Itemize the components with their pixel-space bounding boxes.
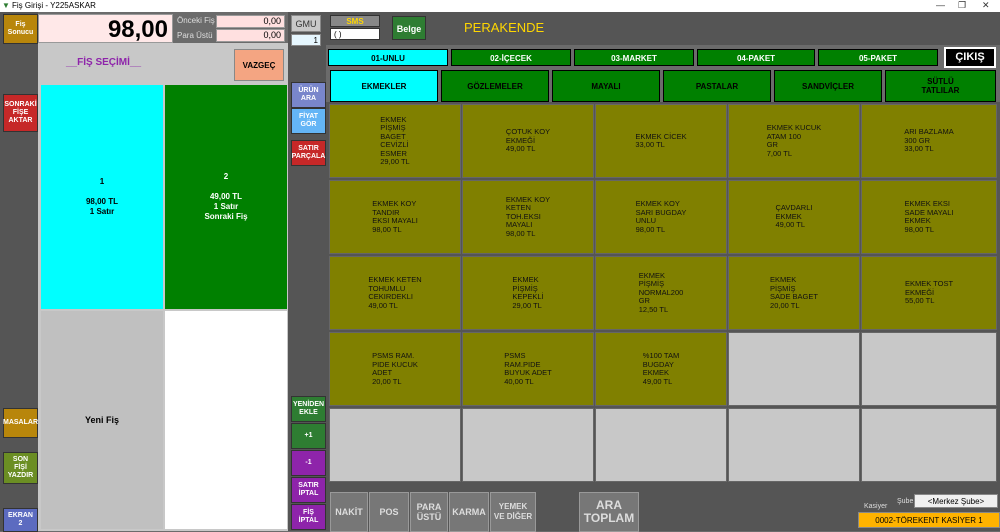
kasiyer-value: 0002-TÖREKENT KASİYER 1 [858, 512, 1000, 528]
onceki-fis-label: Önceki Fiş [177, 16, 215, 25]
para-ustu-label: Para Üstü [177, 31, 213, 40]
fis-2-note: Sonraki Fiş [204, 212, 248, 221]
fis-selection-panel: __FİŞ SEÇİMİ__ VAZGEÇ 1 98,00 TL 1 Satır… [38, 43, 288, 531]
fis-2-info: 1 Satır [213, 202, 239, 211]
product-button[interactable]: EKMEK TOST EKMEĞİ 55,00 TL [861, 256, 997, 330]
minus-one-button[interactable]: -1 [291, 450, 326, 476]
close-window-button[interactable]: ✕ [982, 0, 990, 10]
empty-product-slot [595, 408, 727, 482]
title-bar: ▼ Fiş Girişi - Y225ASKAR — ❐ ✕ [0, 0, 1000, 12]
subcategory-tab-pastalar[interactable]: PASTALAR [663, 70, 771, 102]
product-button[interactable]: EKMEK PİŞMİŞ NORMAL200 GR 12,50 TL [595, 256, 727, 330]
new-fis-label: Yeni Fiş [84, 415, 119, 425]
minimize-button[interactable]: — [936, 0, 945, 10]
sube-label: Şube [897, 498, 914, 505]
empty-product-slot [861, 408, 997, 482]
left-action-strip: Fiş Sonucu SONRAKİ FİŞE AKTAR MASALAR SO… [0, 12, 38, 532]
fis-2-number: 2 [223, 172, 229, 181]
mode-title: PERAKENDE [464, 20, 545, 35]
product-button[interactable]: EKMEK KOY KETEN TOH.EKSI MAYALI 98,00 TL [462, 180, 594, 254]
subcategory-tab-ekmekler[interactable]: EKMEKLER [330, 70, 438, 102]
nakit-button[interactable]: NAKİT [330, 492, 368, 532]
exit-button[interactable]: ÇIKIŞ [944, 47, 996, 68]
fiyat-gor-button[interactable]: FİYAT GÖR [291, 108, 326, 134]
product-button[interactable]: ÇAVDARLI EKMEK 49,00 TL [728, 180, 860, 254]
sms-label: SMS [330, 15, 380, 27]
category-tab-02-icecek[interactable]: 02-İÇECEK [451, 49, 571, 66]
gmu-label: GMU [291, 15, 321, 32]
fis-1-amount: 98,00 TL [85, 197, 118, 206]
fis-secimi-title: __FİŞ SEÇİMİ__ [66, 57, 142, 68]
subcategory-tab-sandvicler[interactable]: SANDVİÇLER [774, 70, 882, 102]
category-tab-01-unlu[interactable]: 01-UNLU [328, 49, 448, 66]
fis-1-number: 1 [99, 177, 105, 186]
product-button[interactable]: PSMS RAM. PIDE KUCUK ADET 20,00 TL [329, 332, 461, 406]
middle-action-strip: GMU 1 ÜRÜN ARA FİYAT GÖR SATIR PARÇALA Y… [288, 12, 326, 531]
fis-iptal-button[interactable]: FİŞ İPTAL [291, 504, 326, 530]
gmu-value[interactable]: 1 [291, 34, 321, 46]
empty-product-slot [462, 408, 594, 482]
product-button[interactable]: PSMS RAM.PIDE BUYUK ADET 40,00 TL [462, 332, 594, 406]
vazgec-button[interactable]: VAZGEÇ [234, 49, 284, 81]
total-amount-display: 98,00 [38, 14, 173, 43]
product-button[interactable]: EKMEK EKSI SADE MAYALI EKMEK 98,00 TL [861, 180, 997, 254]
product-button[interactable]: %100 TAM BUGDAY EKMEK 49,00 TL [595, 332, 727, 406]
subcategory-tab-sutlu-tatlilar[interactable]: SÜTLÜ TATLILAR [885, 70, 996, 102]
ekran-2-button[interactable]: EKRAN 2 [3, 508, 38, 532]
para-ustu-value: 0,00 [216, 29, 285, 42]
fis-2-amount: 49,00 TL [209, 192, 242, 201]
product-button[interactable]: EKMEK KOY TANDIR EKSI MAYALI 98,00 TL [329, 180, 461, 254]
product-button[interactable]: ÇOTUK KOY EKMEĞİ 49,00 TL [462, 104, 594, 178]
sms-value[interactable]: ( ) [330, 28, 380, 40]
product-button[interactable]: EKMEK KUCUK ATAM 100 GR 7,00 TL [728, 104, 860, 178]
karma-button[interactable]: KARMA [449, 492, 489, 532]
category-tab-04-paket[interactable]: 04-PAKET [697, 49, 815, 66]
sonraki-fise-aktar-button[interactable]: SONRAKİ FİŞE AKTAR [3, 94, 38, 132]
maximize-button[interactable]: ❐ [958, 0, 967, 10]
product-button[interactable]: EKMEK PİŞMİŞ KEPEKLİ 29,00 TL [462, 256, 594, 330]
window-title: Fiş Girişi - Y225ASKAR [12, 1, 96, 10]
top-header: SMS ( ) Belge PERAKENDE [326, 12, 1000, 45]
onceki-fis-value: 0,00 [216, 15, 285, 28]
fis-sonucu-label: Fiş Sonucu [3, 14, 38, 44]
fis-2-card[interactable]: 2 49,00 TL 1 Satır Sonraki Fiş [165, 85, 287, 309]
product-button[interactable]: EKMEK KETEN TOHUMLU CEKIRDEKLI 49,00 TL [329, 256, 461, 330]
empty-product-slot [329, 408, 461, 482]
yemek-ve-diger-button[interactable]: YEMEK VE DİĞER [490, 492, 536, 532]
fis-1-info: 1 Satır [89, 207, 115, 216]
urun-ara-button[interactable]: ÜRÜN ARA [291, 82, 326, 108]
category-tab-05-paket[interactable]: 05-PAKET [818, 49, 938, 66]
product-button[interactable]: EKMEK PİŞMİŞ BAGET CEVİZLİ ESMER 29,00 T… [329, 104, 461, 178]
ara-toplam-button[interactable]: ARA TOPLAM [579, 492, 639, 532]
para-ustu-button[interactable]: PARA ÜSTÜ [410, 492, 448, 532]
category-tab-03-market[interactable]: 03-MARKET [574, 49, 694, 66]
pos-button[interactable]: POS [369, 492, 409, 532]
sube-value[interactable]: <Merkez Şube> [914, 494, 998, 508]
plus-one-button[interactable]: +1 [291, 423, 326, 449]
yeniden-ekle-button[interactable]: YENİDEN EKLE [291, 396, 326, 422]
satir-iptal-button[interactable]: SATIR İPTAL [291, 477, 326, 503]
fis-1-card[interactable]: 1 98,00 TL 1 Satır [41, 85, 163, 309]
satir-parcala-button[interactable]: SATIR PARÇALA [291, 140, 326, 166]
belge-button[interactable]: Belge [392, 16, 426, 40]
product-grid: EKMEK PİŞMİŞ BAGET CEVİZLİ ESMER 29,00 T… [326, 102, 1000, 486]
masalar-button[interactable]: MASALAR [3, 408, 38, 438]
product-button[interactable]: EKMEK KOY SARI BUGDAY UNLU 98,00 TL [595, 180, 727, 254]
kasiyer-label: Kasiyer [864, 503, 888, 510]
empty-product-slot [728, 408, 860, 482]
product-button[interactable]: EKMEK PİŞMİŞ SADE BAGET 20,00 TL [728, 256, 860, 330]
product-button[interactable]: ARI BAZLAMA 300 GR 33,00 TL [861, 104, 997, 178]
new-fis-card[interactable]: Yeni Fiş [41, 311, 163, 529]
app-logo-icon: ▼ [2, 1, 10, 10]
empty-fis-slot [165, 311, 287, 529]
product-button[interactable]: EKMEK CİCEK 33,00 TL [595, 104, 727, 178]
empty-product-slot [728, 332, 860, 406]
empty-product-slot [861, 332, 997, 406]
subcategory-tab-mayali[interactable]: MAYALI [552, 70, 660, 102]
son-fisi-yazdir-button[interactable]: SON FİŞİ YAZDIR [3, 452, 38, 484]
subcategory-tab-gozlemeler[interactable]: GÖZLEMELER [441, 70, 549, 102]
